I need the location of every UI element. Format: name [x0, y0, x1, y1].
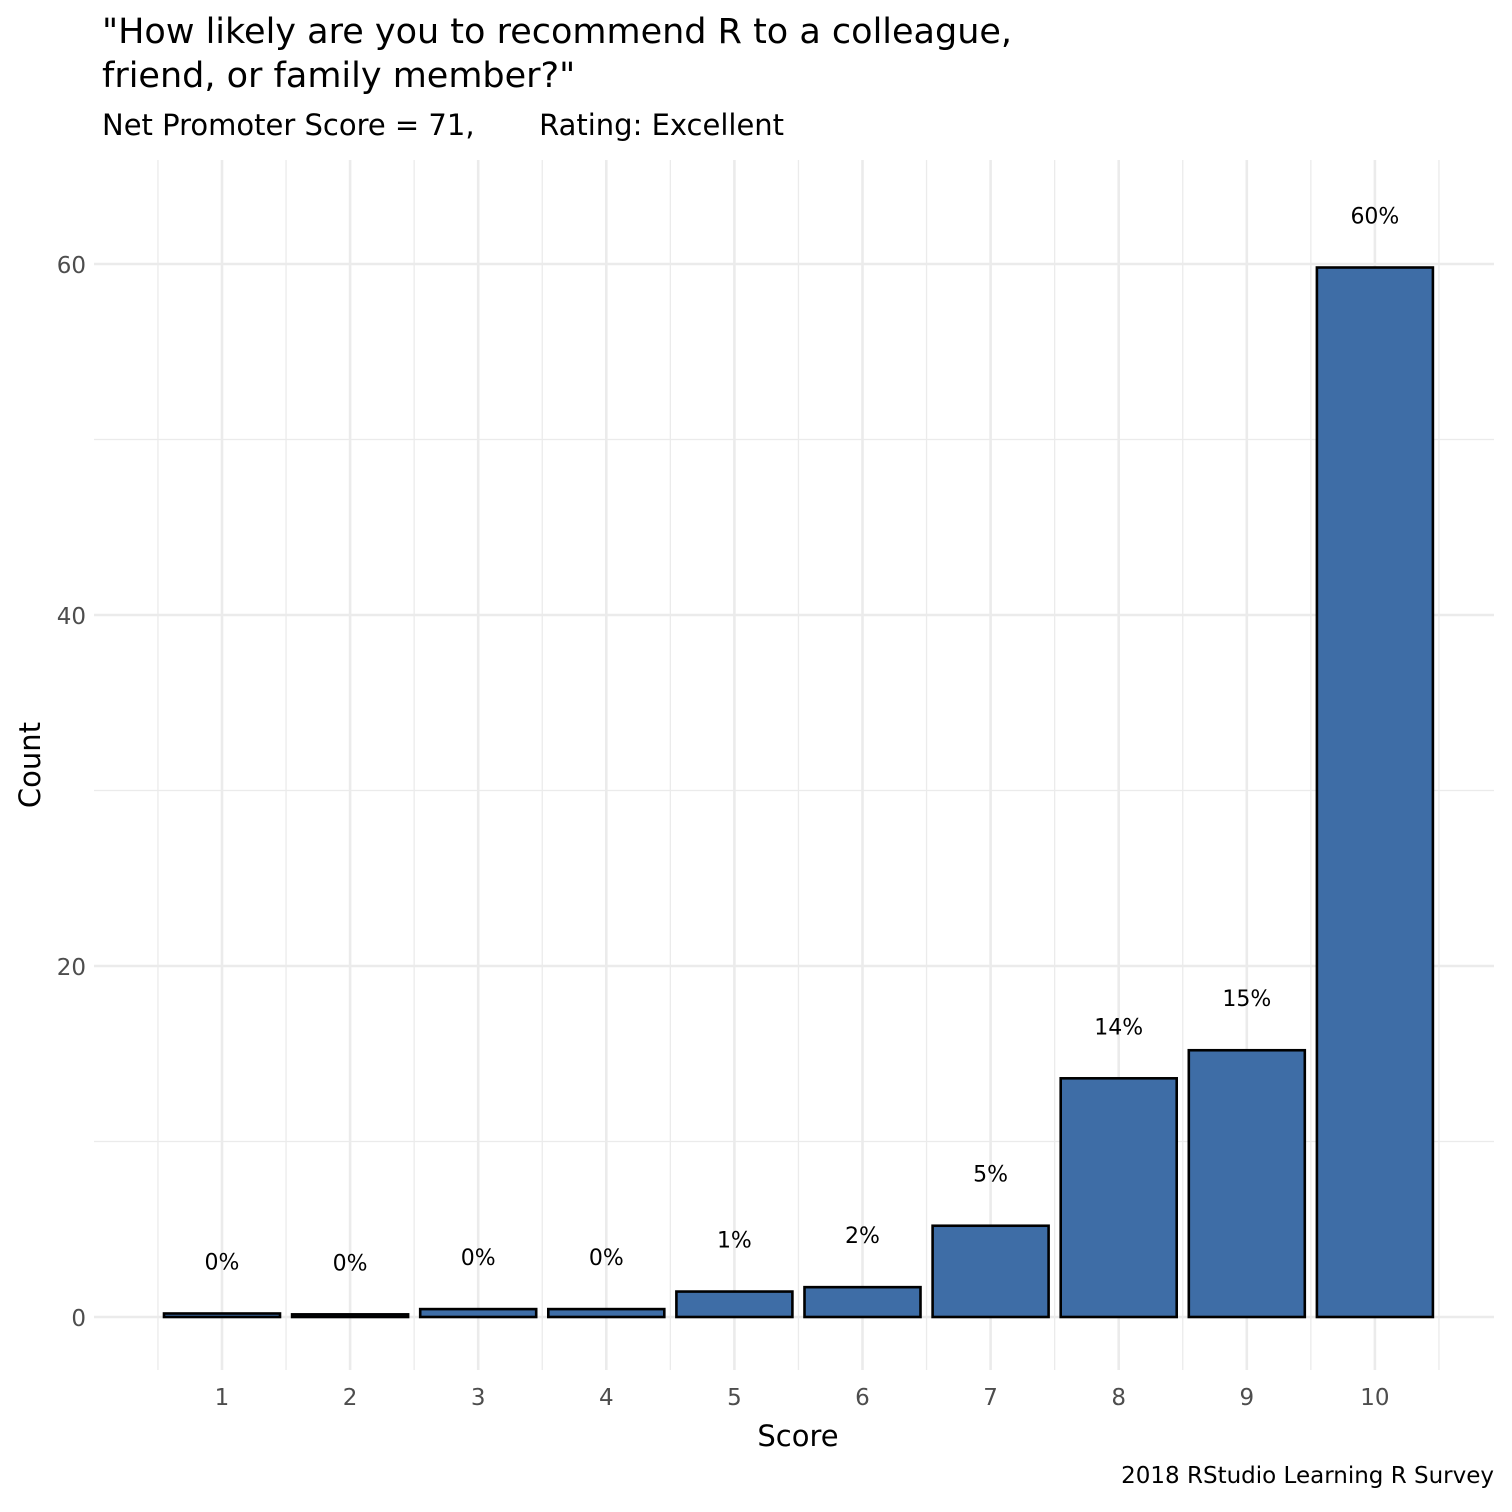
bar-value-labels: 0% 0% 0% 0% 1% 2% 5% 14% 15% 60%	[205, 205, 1400, 1277]
y-tick-label: 60	[57, 253, 86, 279]
bars	[162, 266, 1435, 1319]
grid-lines	[94, 160, 1494, 1370]
bar	[1315, 266, 1435, 1319]
x-tick-label: 9	[1239, 1385, 1254, 1411]
bar-value-label: 14%	[1094, 1015, 1143, 1040]
bar-value-label: 15%	[1222, 987, 1271, 1012]
bar-value-label: 2%	[845, 1224, 880, 1249]
bar	[162, 1312, 282, 1319]
bar-value-label: 0%	[589, 1246, 624, 1271]
bar-value-label: 0%	[333, 1251, 368, 1276]
y-tick-label: 40	[57, 604, 86, 630]
x-tick-label: 8	[1111, 1385, 1126, 1411]
bar-value-label: 5%	[973, 1163, 1008, 1188]
bar-value-label: 0%	[205, 1250, 240, 1275]
x-tick-label: 5	[727, 1385, 742, 1411]
y-axis-ticks: 0 20 40 60	[57, 253, 86, 1332]
bar-value-label: 1%	[717, 1229, 752, 1254]
bar	[803, 1285, 922, 1319]
x-axis-title: Score	[757, 1419, 838, 1453]
x-tick-label: 7	[983, 1385, 998, 1411]
x-tick-label: 2	[343, 1385, 358, 1411]
y-tick-label: 0	[71, 1306, 86, 1332]
chart-caption: 2018 RStudio Learning R Survey	[1121, 1463, 1494, 1489]
bar	[546, 1307, 666, 1319]
bar	[931, 1224, 1050, 1319]
x-tick-label: 1	[215, 1385, 230, 1411]
chart-title: "How likely are you to recommend R to a …	[102, 12, 1013, 96]
bar	[418, 1307, 538, 1319]
bar	[290, 1313, 410, 1319]
x-tick-label: 10	[1360, 1385, 1389, 1411]
x-tick-label: 4	[599, 1385, 614, 1411]
y-axis-title: Count	[13, 722, 47, 808]
bar-value-label: 60%	[1350, 205, 1399, 230]
x-tick-label: 3	[471, 1385, 486, 1411]
chart-subtitle: Net Promoter Score = 71, Rating: Excelle…	[102, 108, 785, 142]
bar-value-label: 0%	[461, 1246, 496, 1271]
bar	[1059, 1077, 1178, 1319]
x-axis-ticks: 1 2 3 4 5 6 7 8 9 10	[215, 1385, 1390, 1411]
x-tick-label: 6	[855, 1385, 870, 1411]
y-tick-label: 20	[57, 955, 86, 981]
bar	[675, 1290, 794, 1319]
bar	[1187, 1048, 1307, 1319]
